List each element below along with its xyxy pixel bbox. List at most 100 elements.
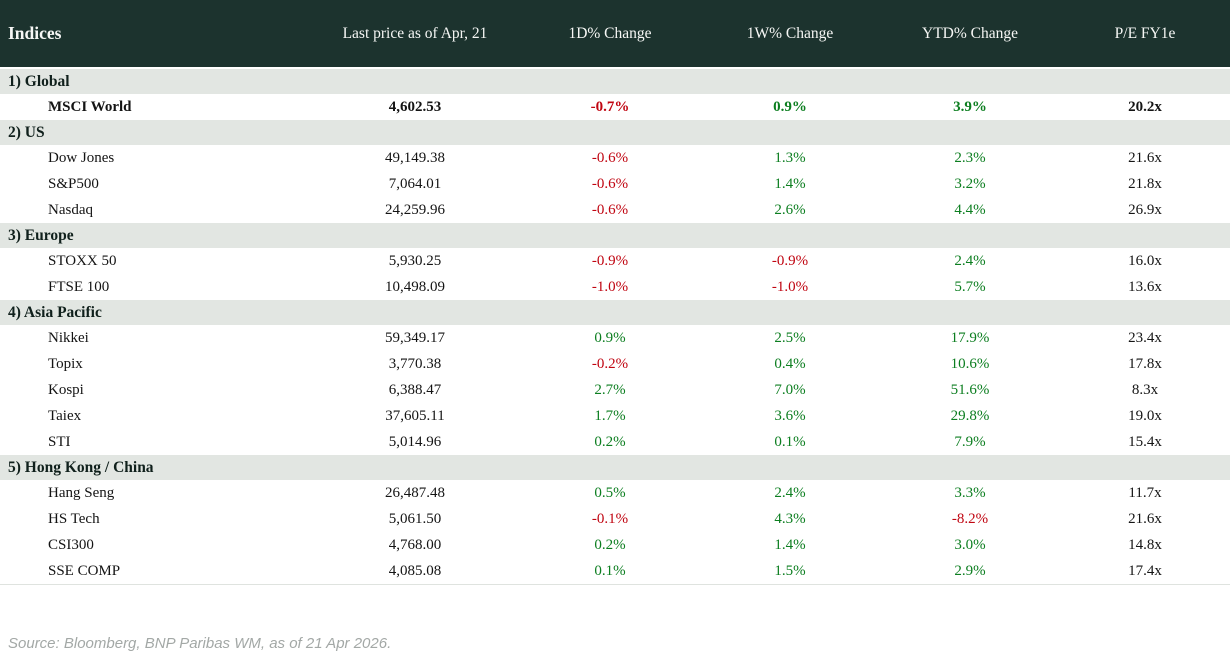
col-header-last-price: Last price as of Apr, 21 bbox=[342, 24, 488, 42]
pe-value: 13.6x bbox=[1128, 278, 1162, 295]
index-name: Topix bbox=[48, 355, 83, 372]
ytd-change: 51.6% bbox=[950, 381, 990, 398]
ytd-change: 2.4% bbox=[954, 252, 986, 269]
pe-value: 17.4x bbox=[1128, 562, 1162, 579]
d1-change: 0.1% bbox=[594, 562, 626, 579]
index-name: CSI300 bbox=[48, 536, 94, 553]
last-price: 59,349.17 bbox=[385, 329, 445, 346]
last-price: 5,930.25 bbox=[388, 252, 442, 269]
index-name: FTSE 100 bbox=[48, 278, 110, 295]
w1-change: 1.5% bbox=[774, 562, 806, 579]
d1-change: -0.6% bbox=[591, 175, 629, 192]
ytd-change: 3.9% bbox=[953, 98, 987, 115]
ytd-change: 3.0% bbox=[954, 536, 986, 553]
index-name: Nikkei bbox=[48, 329, 89, 346]
table-row: Kospi 6,388.47 2.7% 7.0% 51.6% 8.3x bbox=[0, 377, 1230, 403]
pe-value: 21.6x bbox=[1128, 510, 1162, 527]
d1-change: -0.9% bbox=[591, 252, 629, 269]
ytd-change: 29.8% bbox=[950, 407, 990, 424]
last-price: 5,061.50 bbox=[388, 510, 442, 527]
ytd-change: 5.7% bbox=[954, 278, 986, 295]
section-header-row: 2) US bbox=[0, 120, 1230, 145]
last-price: 7,064.01 bbox=[388, 175, 442, 192]
pe-value: 26.9x bbox=[1128, 201, 1162, 218]
d1-change: -0.1% bbox=[591, 510, 629, 527]
d1-change: 0.5% bbox=[594, 484, 626, 501]
last-price: 4,602.53 bbox=[388, 98, 442, 115]
pe-value: 20.2x bbox=[1128, 98, 1162, 115]
section-header-row: 1) Global bbox=[0, 69, 1230, 94]
d1-change: -0.6% bbox=[591, 149, 629, 166]
table-row: HS Tech 5,061.50 -0.1% 4.3% -8.2% 21.6x bbox=[0, 506, 1230, 532]
table-row: Nikkei 59,349.17 0.9% 2.5% 17.9% 23.4x bbox=[0, 325, 1230, 351]
ytd-change: 17.9% bbox=[950, 329, 990, 346]
index-name: HS Tech bbox=[48, 510, 100, 527]
last-price: 3,770.38 bbox=[388, 355, 442, 372]
last-price: 4,085.08 bbox=[388, 562, 442, 579]
ytd-change: 2.3% bbox=[954, 149, 986, 166]
d1-change: 0.2% bbox=[594, 536, 626, 553]
d1-change: -0.6% bbox=[591, 201, 629, 218]
index-name: MSCI World bbox=[48, 98, 132, 115]
last-price: 6,388.47 bbox=[388, 381, 442, 398]
ytd-change: 7.9% bbox=[954, 433, 986, 450]
pe-value: 21.6x bbox=[1128, 149, 1162, 166]
col-header-1w-change: 1W% Change bbox=[746, 24, 834, 42]
w1-change: 3.6% bbox=[774, 407, 806, 424]
d1-change: 1.7% bbox=[594, 407, 626, 424]
d1-change: -1.0% bbox=[591, 278, 629, 295]
index-name: Hang Seng bbox=[48, 484, 115, 501]
ytd-change: -8.2% bbox=[951, 510, 989, 527]
last-price: 24,259.96 bbox=[385, 201, 445, 218]
index-name: Kospi bbox=[48, 381, 84, 398]
section-label: 1) Global bbox=[8, 72, 70, 90]
table-body: 1) Global MSCI World 4,602.53 -0.7% 0.9%… bbox=[0, 69, 1230, 585]
ytd-change: 10.6% bbox=[950, 355, 990, 372]
d1-change: 2.7% bbox=[594, 381, 626, 398]
index-name: Dow Jones bbox=[48, 149, 115, 166]
source-note: Source: Bloomberg, BNP Paribas WM, as of… bbox=[8, 635, 392, 652]
d1-change: -0.2% bbox=[591, 355, 629, 372]
table-row: Taiex 37,605.11 1.7% 3.6% 29.8% 19.0x bbox=[0, 403, 1230, 429]
table-row: MSCI World 4,602.53 -0.7% 0.9% 3.9% 20.2… bbox=[0, 94, 1230, 120]
ytd-change: 4.4% bbox=[954, 201, 986, 218]
last-price: 26,487.48 bbox=[385, 484, 445, 501]
w1-change: 2.6% bbox=[774, 201, 806, 218]
pe-value: 19.0x bbox=[1128, 407, 1162, 424]
w1-change: 4.3% bbox=[774, 510, 806, 527]
w1-change: 0.1% bbox=[774, 433, 806, 450]
last-price: 4,768.00 bbox=[388, 536, 442, 553]
section-header-row: 5) Hong Kong / China bbox=[0, 455, 1230, 480]
ytd-change: 2.9% bbox=[954, 562, 986, 579]
table-row: CSI300 4,768.00 0.2% 1.4% 3.0% 14.8x bbox=[0, 532, 1230, 558]
col-header-indices: Indices bbox=[8, 23, 62, 43]
table-row: Topix 3,770.38 -0.2% 0.4% 10.6% 17.8x bbox=[0, 351, 1230, 377]
w1-change: 0.4% bbox=[774, 355, 806, 372]
d1-change: 0.2% bbox=[594, 433, 626, 450]
table-header-row: Indices Last price as of Apr, 21 1D% Cha… bbox=[0, 0, 1230, 67]
col-header-pe: P/E FY1e bbox=[1114, 24, 1176, 42]
table-row: Hang Seng 26,487.48 0.5% 2.4% 3.3% 11.7x bbox=[0, 480, 1230, 506]
col-header-ytd-change: YTD% Change bbox=[922, 24, 1018, 42]
d1-change: 0.9% bbox=[594, 329, 626, 346]
section-label: 4) Asia Pacific bbox=[8, 303, 102, 321]
table-row: FTSE 100 10,498.09 -1.0% -1.0% 5.7% 13.6… bbox=[0, 274, 1230, 300]
last-price: 5,014.96 bbox=[388, 433, 442, 450]
index-name: S&P500 bbox=[48, 175, 99, 192]
pe-value: 15.4x bbox=[1128, 433, 1162, 450]
pe-value: 16.0x bbox=[1128, 252, 1162, 269]
w1-change: 1.4% bbox=[774, 175, 806, 192]
section-label: 3) Europe bbox=[8, 226, 74, 244]
w1-change: 2.4% bbox=[774, 484, 806, 501]
section-label: 2) US bbox=[8, 123, 45, 141]
section-label: 5) Hong Kong / China bbox=[8, 458, 154, 476]
w1-change: 0.9% bbox=[773, 98, 807, 115]
last-price: 37,605.11 bbox=[385, 407, 445, 424]
table-row: S&P500 7,064.01 -0.6% 1.4% 3.2% 21.8x bbox=[0, 171, 1230, 197]
pe-value: 14.8x bbox=[1128, 536, 1162, 553]
w1-change: 1.3% bbox=[774, 149, 806, 166]
table-row: STI 5,014.96 0.2% 0.1% 7.9% 15.4x bbox=[0, 429, 1230, 455]
w1-change: 7.0% bbox=[774, 381, 806, 398]
index-name: Nasdaq bbox=[48, 201, 93, 218]
pe-value: 8.3x bbox=[1131, 381, 1159, 398]
